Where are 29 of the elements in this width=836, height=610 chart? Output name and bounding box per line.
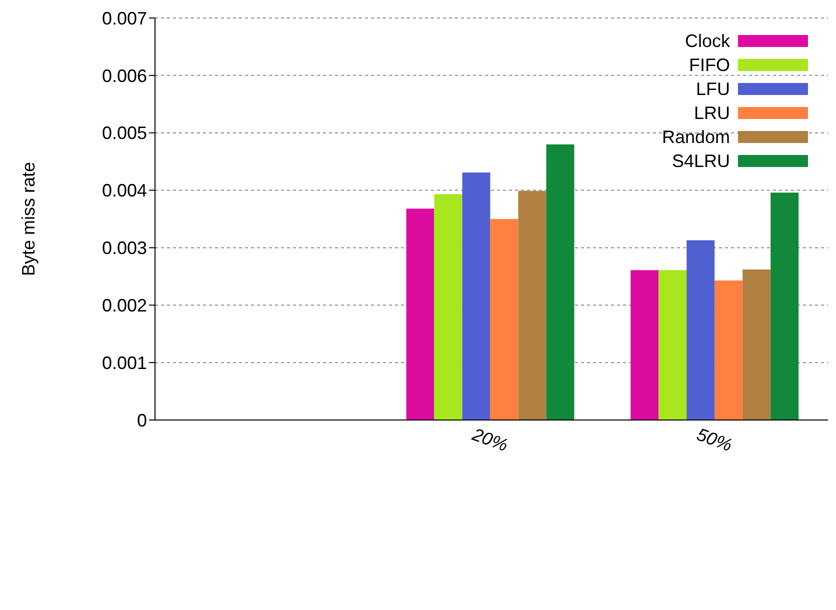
y-tick-label: 0.002 (102, 296, 147, 316)
x-tick-label: 50% (694, 424, 735, 456)
y-tick-label: 0.001 (102, 352, 147, 373)
bar (630, 270, 659, 420)
legend-label: LFU (696, 78, 730, 100)
bar (518, 190, 546, 420)
legend-label: LRU (694, 102, 730, 124)
y-tick-label: 0.004 (102, 180, 147, 201)
bar (770, 192, 799, 420)
legend-label: S4LRU (672, 150, 730, 172)
bar (658, 270, 687, 420)
y-tick-label: 0.005 (102, 123, 147, 144)
bar (742, 270, 771, 420)
bar (714, 280, 743, 420)
bar (406, 208, 434, 420)
y-tick-label: 0.006 (102, 66, 147, 86)
bar (434, 194, 462, 420)
x-tick-label: 20% (468, 424, 510, 456)
y-tick-label: 0.007 (102, 8, 147, 28)
legend-label: FIFO (689, 54, 730, 76)
legend-label: Clock (684, 30, 730, 52)
y-tick-label: 0.003 (102, 238, 147, 258)
bar (462, 172, 490, 420)
y-tick-label: 0 (136, 410, 147, 430)
bar (686, 240, 715, 420)
bar (546, 144, 574, 420)
bar (490, 219, 518, 420)
y-axis-title: Byte miss rate (18, 162, 38, 276)
legend-label: Random (662, 126, 730, 148)
